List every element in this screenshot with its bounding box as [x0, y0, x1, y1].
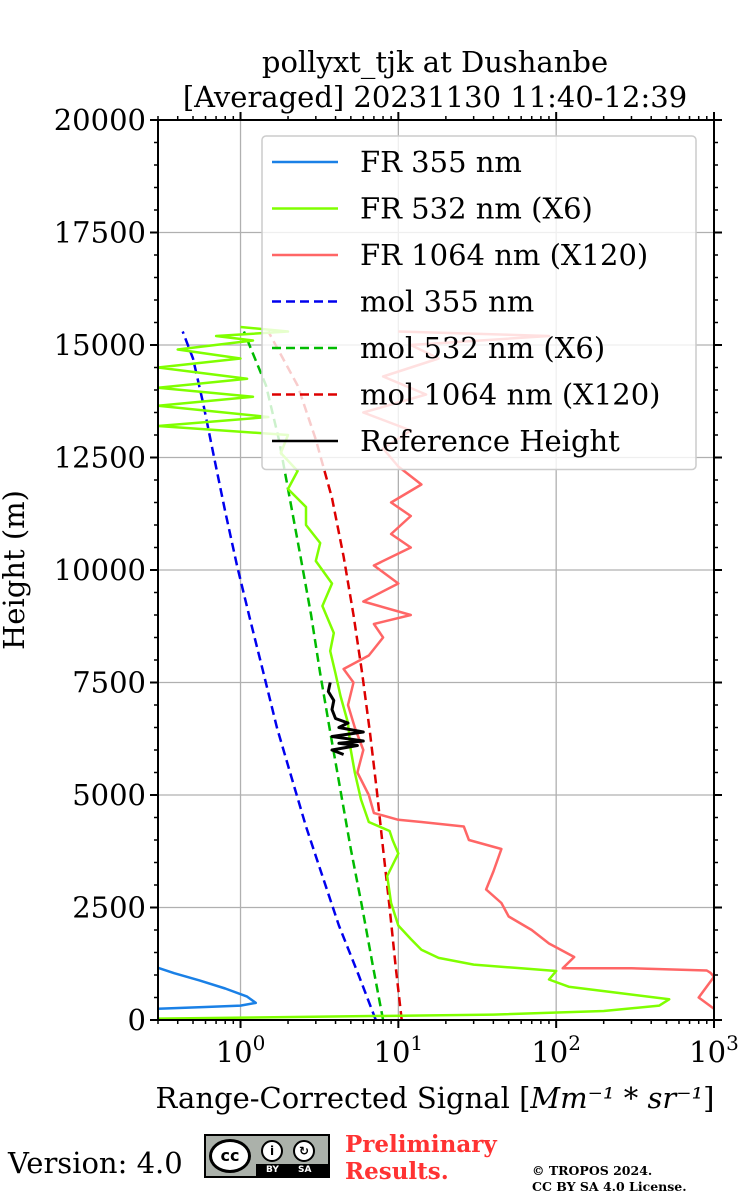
chart-title: pollyxt_tjk at Dushanbe: [262, 45, 608, 80]
cc-sa-text: SA: [298, 1165, 312, 1175]
y-tick-label: 12500: [54, 441, 146, 475]
series-line-mol-1064-nm-x120-: [267, 330, 403, 1020]
y-tick-label: 5000: [72, 778, 146, 812]
cc-by-text: BY: [266, 1165, 279, 1175]
x-axis-label-end: ]: [703, 1081, 714, 1115]
series-line-fr-355-nm: [158, 966, 258, 1011]
copyright-line-2: CC BY SA 4.0 License.: [532, 1179, 687, 1194]
x-tick-label: 100: [216, 1031, 266, 1069]
legend-label: mol 1064 nm (X120): [360, 378, 661, 412]
prelim-line-1: Preliminary: [345, 1131, 497, 1158]
cc-logo-icon: cc: [209, 1139, 251, 1173]
share-alike-icon: ↻: [293, 1140, 315, 1162]
x-axis-label: Range-Corrected Signal [Mm⁻¹ * sr⁻¹]: [156, 1081, 715, 1115]
y-axis-label: Height (m): [0, 490, 31, 650]
legend-label: mol 355 nm: [360, 285, 534, 319]
y-tick-label: 17500: [54, 216, 146, 250]
legend-label: Reference Height: [360, 424, 620, 458]
y-tick-label: 7500: [72, 666, 146, 700]
preliminary-results-note: Preliminary Results.: [345, 1131, 497, 1185]
x-tick-label: 101: [374, 1031, 424, 1069]
legend-box: [261, 135, 697, 471]
x-axis-label-unit: Mm⁻¹ * sr⁻¹: [529, 1081, 703, 1115]
legend-label: mol 532 nm (X6): [360, 331, 605, 365]
y-tick-label: 10000: [54, 553, 146, 587]
x-axis-label-text: Range-Corrected Signal [: [156, 1081, 531, 1115]
prelim-line-2: Results.: [345, 1158, 449, 1185]
chart-subtitle: [Averaged] 20231130 11:40-12:39: [183, 80, 687, 114]
legend-label: FR 355 nm: [360, 145, 522, 179]
y-tick-label: 2500: [72, 891, 146, 925]
series-line-fr-532-nm-x6-: [158, 325, 671, 1020]
legend: FR 355 nm FR 532 nm (X6) FR 1064 nm (X120)…: [261, 135, 697, 471]
legend-label: FR 1064 nm (X120): [360, 238, 648, 272]
copyright-line-1: © TROPOS 2024.: [532, 1163, 653, 1178]
x-tick-label: 103: [689, 1031, 739, 1069]
axes: 100 101 102 103 0 2500 5000 7500 10000 12500 15000…: [54, 103, 739, 1069]
y-tick-label: 0: [128, 1003, 146, 1037]
version-label: Version: 4.0: [8, 1146, 183, 1180]
cc-license-badge: cc i ↻ BY SA: [204, 1134, 330, 1178]
attribution-icon: i: [261, 1140, 283, 1162]
legend-label: FR 532 nm (X6): [360, 192, 593, 226]
cc-badge-bar: [256, 1164, 328, 1176]
copyright-note: © TROPOS 2024. CC BY SA 4.0 License.: [532, 1163, 687, 1195]
y-tick-label: 20000: [54, 103, 146, 137]
y-tick-label: 15000: [54, 328, 146, 362]
series-line-reference-height: [326, 682, 365, 756]
x-tick-label: 102: [531, 1031, 581, 1069]
